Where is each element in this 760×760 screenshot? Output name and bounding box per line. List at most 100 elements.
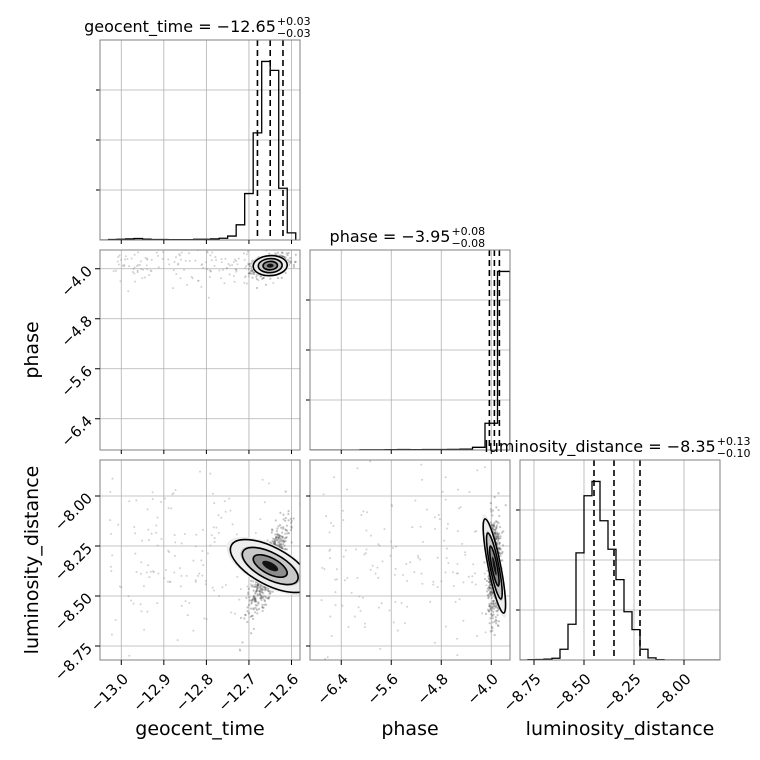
scatter-point (362, 510, 365, 513)
scatter-point (168, 263, 171, 266)
scatter-point (248, 265, 252, 268)
scatter-point (323, 568, 326, 571)
scatter-point (491, 621, 494, 624)
scatter-point (275, 530, 279, 533)
scatter-point (261, 277, 264, 281)
scatter-point (278, 534, 281, 537)
scatter-point (490, 593, 493, 596)
scatter-point (286, 253, 289, 257)
scatter-point (494, 533, 497, 536)
scatter-point (495, 527, 498, 530)
scatter-point (274, 252, 277, 255)
title-lower-error: −0.08 (451, 237, 485, 250)
scatter-point (225, 267, 228, 270)
scatter-point (208, 269, 211, 272)
panel-frame (519, 459, 721, 661)
scatter-point (494, 618, 497, 621)
scatter-point (209, 472, 212, 475)
scatter-point (150, 532, 153, 535)
scatter-point (239, 616, 243, 619)
scatter-point (497, 620, 501, 623)
scatter-point (252, 271, 255, 274)
scatter-point (235, 268, 238, 271)
scatter-point (486, 594, 489, 597)
scatter-point (389, 554, 392, 557)
scatter-point (284, 532, 287, 535)
scatter-point (257, 601, 260, 604)
scatter-point (235, 533, 238, 536)
scatter-point (151, 498, 154, 501)
scatter-point (488, 605, 491, 608)
scatter-point (500, 531, 504, 534)
scatter-point (245, 282, 248, 285)
scatter-point (212, 526, 215, 529)
scatter-point (147, 242, 149, 244)
scatter-point (252, 595, 255, 598)
scatter-point (204, 579, 207, 582)
scatter-point (358, 595, 361, 598)
scatter-point (498, 514, 501, 518)
scatter-point (147, 528, 150, 531)
scatter-point (489, 583, 492, 586)
scatter-point (266, 597, 269, 600)
scatter-layer (112, 242, 297, 299)
scatter-point (200, 559, 203, 562)
scatter-point (156, 516, 159, 519)
scatter-point (261, 609, 264, 613)
scatter-point (390, 540, 393, 543)
scatter-point (255, 608, 259, 612)
scatter-point (495, 606, 498, 609)
hist-panel-geocent_time: geocent_time = −12.65 +0.03−0.03 (84, 15, 311, 241)
scatter-point (258, 593, 261, 596)
scatter-point (188, 601, 191, 604)
scatter-point (330, 521, 333, 524)
scatter-point (135, 667, 137, 669)
scatter-point (179, 258, 182, 261)
x-tick-label: −5.6 (364, 670, 402, 708)
scatter-point (258, 590, 261, 593)
scatter-point (174, 256, 177, 259)
scatter-point (433, 641, 436, 644)
scatter-point (472, 563, 475, 566)
scatter-point (498, 525, 502, 529)
scatter-point (343, 579, 346, 582)
scatter-point (497, 535, 500, 538)
y-tick-label: −8.50 (51, 589, 96, 634)
scatter-point (341, 604, 344, 607)
scatter-point (490, 591, 493, 594)
scatter-point (180, 574, 183, 577)
x-tick-label: −8.25 (600, 670, 645, 715)
scatter-point (451, 571, 454, 574)
scatter-point (244, 275, 247, 278)
scatter-point (249, 579, 253, 582)
scatter-point (495, 532, 498, 535)
scatter-point (483, 572, 486, 575)
scatter-point (133, 526, 136, 529)
scatter-point (481, 612, 484, 615)
scatter-point (179, 585, 182, 588)
scatter-point (273, 540, 276, 543)
scatter-point (488, 584, 491, 587)
scatter-point (271, 539, 274, 543)
scatter-point (140, 268, 143, 271)
scatter-point (491, 600, 495, 603)
scatter-point (253, 272, 256, 276)
scatter-point (224, 584, 227, 587)
scatter-point (491, 528, 495, 531)
scatter-point (218, 594, 221, 597)
scatter-point (263, 600, 267, 603)
scatter-point (421, 582, 424, 585)
scatter-point (269, 591, 272, 595)
scatter-point (150, 258, 153, 261)
scatter-point (239, 649, 242, 652)
scatter-point (115, 269, 118, 272)
scatter-point (262, 588, 266, 591)
scatter-point (188, 259, 191, 262)
scatter-point (501, 559, 504, 562)
scatter-point (294, 260, 297, 263)
scatter-point (353, 615, 356, 618)
scatter-point (251, 269, 254, 273)
hist-panel-phase: phase = −3.95 +0.08−0.08 (306, 225, 511, 451)
scatter-point (233, 258, 236, 261)
scatter-point (493, 524, 496, 527)
